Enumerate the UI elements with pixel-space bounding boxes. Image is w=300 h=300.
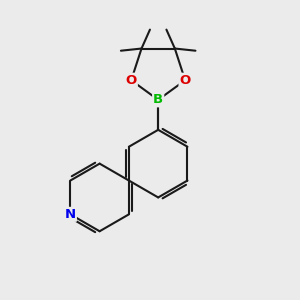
Text: O: O (126, 74, 137, 87)
Text: B: B (153, 93, 163, 106)
Text: N: N (65, 208, 76, 221)
Text: O: O (179, 74, 191, 87)
